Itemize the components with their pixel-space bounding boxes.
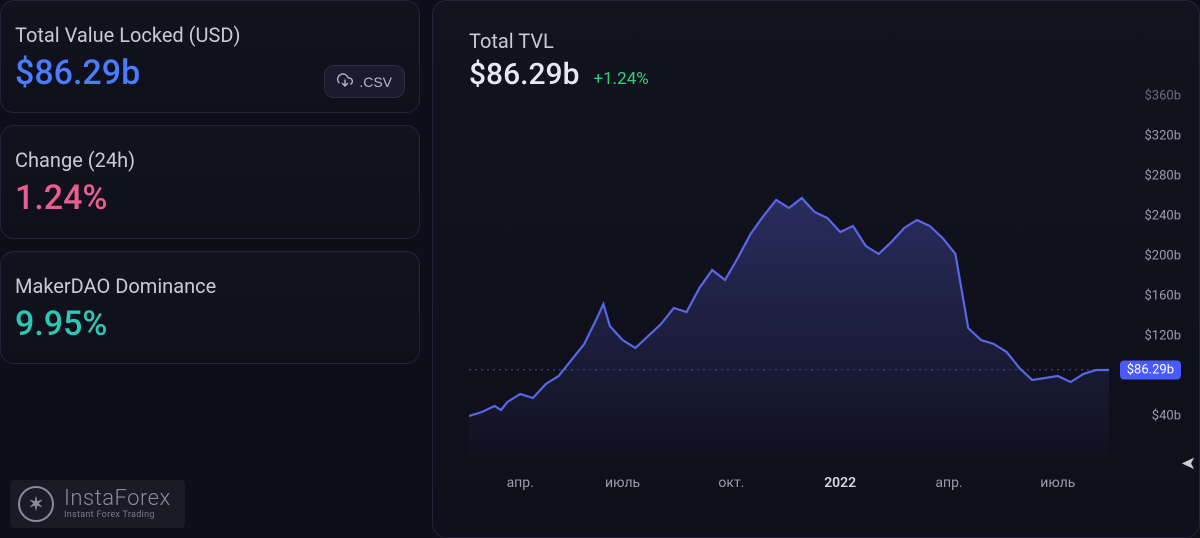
x-axis: апр. июль окт. 2022 апр. июль xyxy=(469,475,1109,495)
y-axis: $360b $320b $280b $240b $200b $160b $120b $40b xyxy=(1101,70,1181,450)
y-tick-label: $160b xyxy=(1144,289,1181,304)
y-tick-label: $40b xyxy=(1152,409,1181,424)
watermark-brand: InstaForex xyxy=(64,488,171,510)
dominance-value: 9.95% xyxy=(15,306,399,343)
change24h-value: 1.24% xyxy=(15,180,399,217)
watermark-logo-icon: ✶ xyxy=(18,486,54,522)
card-dominance: MakerDAO Dominance 9.95% xyxy=(0,251,420,364)
chart-panel: Total TVL $86.29b +1.24% xyxy=(432,0,1200,538)
cursor-icon: ➤ xyxy=(1181,453,1196,474)
y-tick-label: $200b xyxy=(1144,249,1181,264)
chart-value: $86.29b xyxy=(469,57,579,92)
current-value-badge: $86.29b xyxy=(1120,360,1181,379)
chart-title: Total TVL xyxy=(469,29,1189,53)
download-icon xyxy=(337,72,353,91)
y-tick-label: $320b xyxy=(1144,129,1181,144)
y-tick-label: $280b xyxy=(1144,169,1181,184)
y-tick-label: $240b xyxy=(1144,209,1181,224)
y-tick-label: $120b xyxy=(1144,329,1181,344)
watermark-tagline: Instant Forex Trading xyxy=(64,510,171,520)
sidebar: Total Value Locked (USD) $86.29b .CSV Ch… xyxy=(0,0,420,538)
change24h-label: Change (24h) xyxy=(15,148,399,172)
chart-area[interactable]: $360b$320b$280b$240b$200b$160b$120b$40b … xyxy=(469,96,1189,517)
csv-button-label: .CSV xyxy=(359,74,392,90)
card-tvl: Total Value Locked (USD) $86.29b .CSV xyxy=(0,0,420,113)
watermark: ✶ InstaForex Instant Forex Trading xyxy=(10,480,185,528)
dominance-label: MakerDAO Dominance xyxy=(15,274,399,298)
x-tick-label: июль xyxy=(605,475,640,491)
card-change-24h: Change (24h) 1.24% xyxy=(0,125,420,238)
x-tick-label: июль xyxy=(1040,475,1075,491)
x-tick-label: окт. xyxy=(718,475,744,491)
chart-change: +1.24% xyxy=(593,69,648,89)
download-csv-button[interactable]: .CSV xyxy=(324,65,405,98)
tvl-line-chart xyxy=(469,96,1109,456)
y-tick-label: $360b xyxy=(1144,89,1181,104)
x-tick-label: апр. xyxy=(507,475,534,491)
x-tick-label: апр. xyxy=(935,475,962,491)
x-tick-label: 2022 xyxy=(824,475,856,491)
tvl-label: Total Value Locked (USD) xyxy=(15,23,399,47)
